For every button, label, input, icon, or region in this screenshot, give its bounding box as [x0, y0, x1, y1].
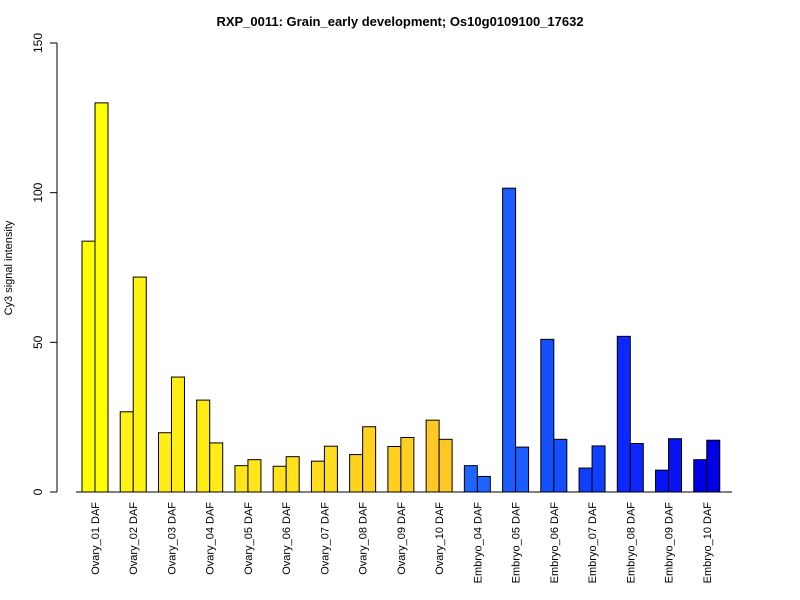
bar	[323, 445, 338, 493]
x-category-label: Ovary_07 DAF	[319, 502, 331, 575]
bar	[285, 456, 300, 493]
x-category-label: Ovary_10 DAF	[434, 502, 446, 575]
bar	[349, 454, 364, 493]
x-category-label: Ovary_04 DAF	[205, 502, 217, 575]
x-category-label: Embryo_10 DAF	[702, 502, 714, 584]
x-category-label: Embryo_07 DAF	[587, 502, 599, 584]
bar	[81, 240, 96, 493]
bar	[94, 102, 109, 493]
x-category-label: Ovary_05 DAF	[243, 502, 255, 575]
y-tick-label: 150	[31, 33, 45, 53]
bar	[706, 439, 721, 493]
x-category-label: Embryo_04 DAF	[472, 502, 484, 584]
bar	[157, 432, 172, 493]
bar	[362, 426, 377, 493]
bar	[272, 465, 287, 493]
bar	[387, 446, 402, 493]
x-category-label: Ovary_09 DAF	[396, 502, 408, 575]
bar	[438, 438, 453, 493]
bar	[310, 460, 325, 493]
bar	[209, 442, 224, 493]
x-category-label: Ovary_03 DAF	[166, 502, 178, 575]
x-category-label: Ovary_01 DAF	[90, 502, 102, 575]
bar	[629, 443, 644, 493]
x-category-label: Embryo_09 DAF	[664, 502, 676, 584]
bar	[400, 437, 415, 493]
bar	[655, 469, 670, 493]
x-category-label: Ovary_08 DAF	[358, 502, 370, 575]
x-category-label: Embryo_08 DAF	[625, 502, 637, 584]
bar	[553, 438, 568, 493]
bar	[170, 376, 185, 493]
bar	[668, 438, 683, 493]
y-axis-title: Cy3 signal intensity	[3, 220, 15, 315]
bar	[463, 465, 478, 493]
bar	[578, 467, 593, 493]
bar	[247, 459, 262, 493]
x-category-label: Ovary_06 DAF	[281, 502, 293, 575]
bar	[119, 411, 134, 493]
bar	[591, 445, 606, 493]
bar	[540, 338, 555, 493]
bar	[196, 399, 211, 493]
chart-title: RXP_0011: Grain_early development; Os10g…	[216, 14, 583, 29]
bar	[425, 419, 440, 493]
bar	[515, 446, 530, 493]
bar	[502, 187, 517, 493]
y-tick-label: 0	[31, 488, 45, 495]
category-labels: Ovary_01 DAF Ovary_02 DAF Ovary_03 DAF Ovar…	[90, 502, 714, 584]
bar	[693, 459, 708, 493]
y-axis: 0 50 100 150	[31, 33, 58, 495]
x-category-label: Ovary_02 DAF	[128, 502, 140, 575]
bar	[616, 335, 631, 493]
x-category-label: Embryo_05 DAF	[511, 502, 523, 584]
bar	[234, 465, 249, 493]
bars	[81, 102, 721, 493]
bar	[132, 276, 147, 493]
bar	[476, 475, 491, 493]
x-category-label: Embryo_06 DAF	[549, 502, 561, 584]
y-tick-label: 50	[31, 335, 45, 349]
y-tick-label: 100	[31, 182, 45, 202]
